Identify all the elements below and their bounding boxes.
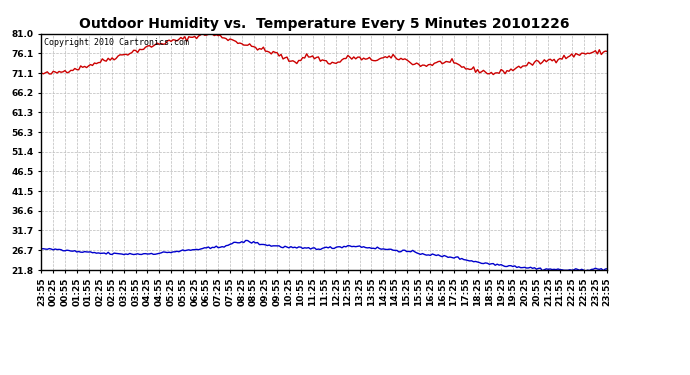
Title: Outdoor Humidity vs.  Temperature Every 5 Minutes 20101226: Outdoor Humidity vs. Temperature Every 5…	[79, 17, 569, 31]
Text: Copyright 2010 Cartronics.com: Copyright 2010 Cartronics.com	[44, 39, 189, 48]
